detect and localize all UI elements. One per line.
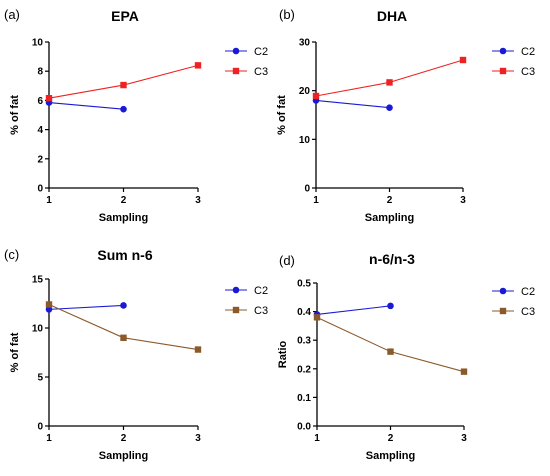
data-point-c2 (120, 105, 127, 113)
x-axis-label: Sampling (99, 212, 149, 224)
x-tick-label: 1 (46, 195, 52, 206)
chart-title: Sum n-6 (97, 247, 152, 263)
data-point-c3 (45, 301, 53, 308)
y-tick-label: 15 (32, 275, 44, 286)
x-tick-label: 2 (121, 195, 127, 206)
y-tick-label: 0 (37, 184, 43, 195)
data-point-c3 (120, 81, 127, 89)
legend-marker-c3 (232, 306, 240, 314)
panel-label: (b) (279, 7, 295, 22)
y-axis-label: % of fat (276, 95, 288, 135)
data-point-c3 (45, 95, 53, 102)
y-tick-label: 0 (37, 422, 43, 433)
data-point-c2 (120, 302, 127, 309)
y-tick-label: 0.2 (297, 364, 311, 375)
legend-label-c3: C3 (254, 305, 268, 317)
panel-label: (a) (4, 7, 20, 22)
data-point-c2 (387, 302, 394, 310)
chart-panel-2: (b) DHA 0 10 20 30 1 2 3 Sampling % of fat C2 C3 (276, 7, 535, 224)
chart-panel-3: (c) Sum n-6 0 5 10 15 1 2 3 Sampling % of fat C2 C3 (4, 247, 268, 462)
legend-label-c2: C2 (254, 46, 268, 58)
series-line-c3 (48, 303, 199, 351)
y-tick-label: 0.3 (297, 336, 311, 347)
legend-marker-c2 (232, 286, 240, 294)
y-tick-label: 20 (299, 86, 311, 97)
y-tick-label: 10 (32, 324, 44, 335)
legend-label-c3: C3 (521, 66, 535, 78)
legend-marker-c3 (232, 67, 240, 75)
legend-marker-c2 (232, 47, 240, 55)
legend-label-c2: C2 (521, 46, 535, 58)
data-point-c3 (459, 56, 467, 64)
legend-marker-c3 (499, 307, 507, 315)
data-point-c3 (194, 62, 202, 69)
chart-title: n-6/n-3 (369, 251, 415, 267)
data-point-c3 (313, 314, 321, 321)
y-tick-label: 0 (304, 184, 310, 195)
x-axis-label: Sampling (366, 450, 416, 462)
y-tick-label: 10 (299, 135, 311, 146)
panel-label: (c) (4, 247, 19, 262)
series-line-c2 (315, 99, 390, 109)
legend-label-c2: C2 (254, 285, 268, 297)
data-point-c2 (386, 104, 393, 111)
data-point-c3 (460, 368, 468, 375)
data-point-c3 (120, 334, 127, 341)
series-line-c2 (48, 304, 124, 310)
x-tick-label: 2 (121, 433, 127, 444)
y-tick-label: 5 (37, 373, 43, 384)
y-tick-label: 10 (32, 38, 44, 49)
series-line-c3 (316, 316, 465, 373)
y-tick-label: 0.0 (297, 422, 311, 433)
y-axis-label: % of fat (9, 95, 21, 135)
x-tick-label: 1 (313, 195, 319, 206)
legend-label-c2: C2 (521, 286, 535, 298)
legend-marker-c3 (499, 67, 507, 75)
x-tick-label: 3 (195, 195, 201, 206)
legend-marker-c2 (499, 47, 507, 55)
x-axis-label: Sampling (99, 450, 149, 462)
y-tick-label: 4 (37, 125, 43, 136)
x-tick-label: 1 (46, 433, 52, 444)
x-tick-label: 3 (461, 433, 467, 444)
y-tick-label: 0.4 (297, 307, 311, 318)
data-point-c3 (312, 92, 320, 100)
chart-panel-4: (d) n-6/n-3 0.0 0.1 0.2 0.3 0.4 0.5 1 2 3 Sampling R… (277, 251, 535, 462)
legend-label-c3: C3 (521, 306, 535, 318)
series-line-c2 (316, 305, 391, 316)
y-tick-label: 6 (37, 96, 43, 107)
y-tick-label: 2 (37, 154, 43, 165)
x-tick-label: 1 (314, 433, 320, 444)
y-tick-label: 30 (299, 38, 311, 49)
x-tick-label: 2 (387, 195, 393, 206)
x-tick-label: 3 (460, 195, 466, 206)
panel-label: (d) (279, 253, 295, 268)
x-axis-label: Sampling (365, 212, 415, 224)
y-tick-label: 0.5 (297, 279, 311, 290)
y-tick-label: 8 (37, 67, 43, 78)
series-line-c2 (48, 102, 124, 110)
data-point-c3 (386, 79, 393, 86)
data-point-c3 (387, 348, 394, 355)
chart-title: DHA (377, 8, 407, 24)
y-tick-label: 0.1 (297, 393, 311, 404)
legend-label-c3: C3 (254, 66, 268, 78)
data-point-c3 (194, 346, 202, 353)
x-tick-label: 3 (195, 433, 201, 444)
series-line-c3 (48, 64, 199, 99)
y-axis-label: % of fat (9, 332, 21, 372)
y-axis-label: Ratio (277, 340, 289, 368)
legend-marker-c2 (499, 287, 507, 295)
x-tick-label: 2 (388, 433, 394, 444)
series-line-c3 (315, 59, 464, 97)
chart-title: EPA (111, 8, 139, 24)
data-point-c2 (45, 306, 53, 313)
